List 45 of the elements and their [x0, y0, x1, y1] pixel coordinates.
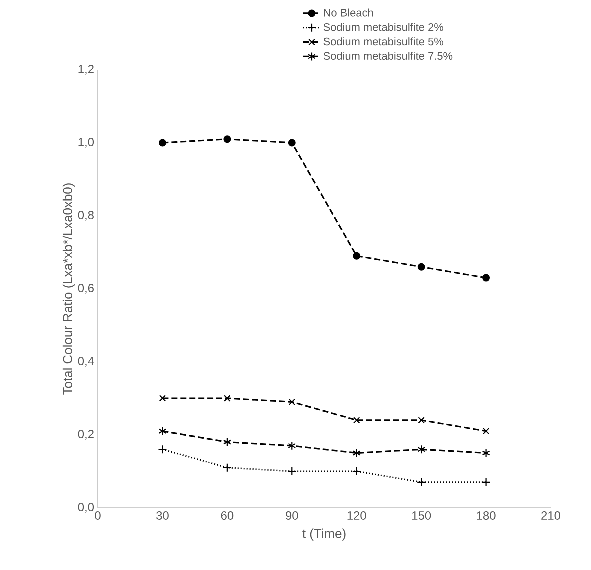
legend-label: Sodium metabisulfite 5%: [324, 38, 444, 46]
x-tick-label: 120: [348, 512, 366, 520]
y-tick-label: 1,0: [78, 138, 94, 148]
point: [352, 466, 362, 476]
point: [288, 466, 297, 476]
x-tick-label: 210: [542, 512, 561, 520]
legend-label: Sodium metabisulfite 7.5%: [324, 52, 453, 60]
point: [482, 478, 491, 487]
x-tick-label: 90: [286, 512, 298, 520]
point: [417, 478, 426, 487]
y-axis-title: Total Colour Ratio (Lxa*xb*/Lxa0xb0): [62, 184, 76, 395]
point: [418, 417, 425, 424]
legend-label: Sodium metabisulfite 2%: [324, 23, 444, 32]
x-axis-title: t (Time): [302, 528, 346, 541]
y-tick-label: 0,2: [78, 430, 94, 440]
x-tick-label: 30: [156, 512, 169, 520]
x-tick-label: 150: [412, 512, 432, 520]
point: [288, 139, 296, 147]
point: [224, 395, 231, 402]
legend-label: No Bleach: [324, 8, 374, 17]
point: [353, 417, 360, 424]
point: [159, 395, 166, 402]
point: [158, 426, 167, 436]
y-tick-label: 0,0: [78, 503, 94, 513]
point: [482, 428, 490, 435]
y-tick-label: 1,2: [78, 65, 94, 75]
point: [222, 463, 232, 472]
y-tick-label: 0,6: [78, 284, 94, 294]
point: [353, 252, 361, 260]
point: [482, 448, 490, 458]
x-tick-label: 60: [221, 512, 234, 520]
point: [288, 441, 296, 450]
x-tick-label: 180: [477, 512, 496, 520]
point: [482, 274, 490, 282]
point: [418, 263, 426, 271]
point: [223, 438, 232, 447]
point: [224, 136, 232, 144]
point: [418, 445, 426, 454]
y-tick-label: 0,4: [78, 357, 94, 367]
point: [158, 445, 168, 454]
point: [288, 398, 296, 406]
y-tick-label: 0,8: [78, 211, 94, 221]
point: [158, 139, 166, 147]
x-tick-label: 0: [95, 512, 101, 520]
point: [352, 448, 361, 458]
